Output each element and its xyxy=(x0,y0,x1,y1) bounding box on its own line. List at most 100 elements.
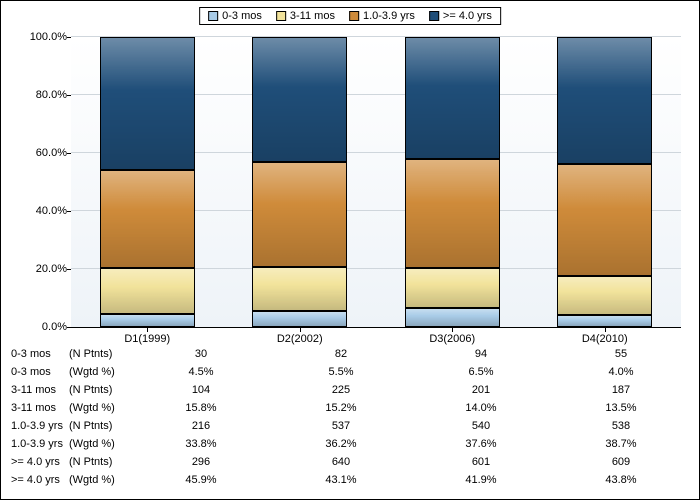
legend-item: 3-11 mos xyxy=(276,10,335,22)
row-label-b: (N Ptnts) xyxy=(63,420,131,432)
row-label-b: (N Ptnts) xyxy=(63,348,131,360)
cell: 33.8% xyxy=(131,438,271,450)
row-label-a: 0-3 mos xyxy=(11,348,63,360)
bar xyxy=(252,37,347,327)
row-label-a: >= 4.0 yrs xyxy=(11,456,63,468)
row-label: 3-11 mos (Wgtd %) xyxy=(11,402,131,414)
legend-item: >= 4.0 yrs xyxy=(429,10,492,22)
cell: 225 xyxy=(271,384,411,396)
row-label: 1.0-3.9 yrs (Wgtd %) xyxy=(11,438,131,450)
cell: 15.8% xyxy=(131,402,271,414)
row-label: >= 4.0 yrs (Wgtd %) xyxy=(11,474,131,486)
bar-segment xyxy=(557,37,652,164)
legend-item: 0-3 mos xyxy=(208,10,262,22)
cell: 104 xyxy=(131,384,271,396)
bar-segment xyxy=(100,170,195,268)
cell: 187 xyxy=(551,384,691,396)
cell: 36.2% xyxy=(271,438,411,450)
bar xyxy=(405,37,500,327)
row-label-a: 3-11 mos xyxy=(11,402,63,414)
table-row: >= 4.0 yrs (N Ptnts) 296 640 601 609 xyxy=(11,453,691,471)
row-label-a: 3-11 mos xyxy=(11,384,63,396)
row-label-b: (Wgtd %) xyxy=(63,402,131,414)
bar-segment xyxy=(252,311,347,327)
row-label-b: (Wgtd %) xyxy=(63,438,131,450)
legend-label: >= 4.0 yrs xyxy=(443,10,492,22)
data-table: 0-3 mos (N Ptnts) 30 82 94 55 0-3 mos (W… xyxy=(11,345,691,489)
cell: 14.0% xyxy=(411,402,551,414)
cell: 296 xyxy=(131,456,271,468)
legend-label: 0-3 mos xyxy=(222,10,262,22)
row-label-b: (Wgtd %) xyxy=(63,474,131,486)
x-tick-mark xyxy=(147,327,148,332)
row-cells: 4.5% 5.5% 6.5% 4.0% xyxy=(131,366,691,378)
row-cells: 296 640 601 609 xyxy=(131,456,691,468)
bar-segment xyxy=(100,37,195,170)
table-row: 1.0-3.9 yrs (N Ptnts) 216 537 540 538 xyxy=(11,417,691,435)
cell: 538 xyxy=(551,420,691,432)
y-tick-label: 60.0% xyxy=(36,147,67,159)
table-row: >= 4.0 yrs (Wgtd %) 45.9% 43.1% 41.9% 43… xyxy=(11,471,691,489)
bar-segment xyxy=(405,37,500,159)
table-row: 0-3 mos (Wgtd %) 4.5% 5.5% 6.5% 4.0% xyxy=(11,363,691,381)
legend-swatch xyxy=(429,11,439,21)
row-cells: 104 225 201 187 xyxy=(131,384,691,396)
cell: 82 xyxy=(271,348,411,360)
x-tick-label: D1(1999) xyxy=(124,333,170,345)
cell: 216 xyxy=(131,420,271,432)
cell: 601 xyxy=(411,456,551,468)
row-label-b: (Wgtd %) xyxy=(63,366,131,378)
row-label-a: 1.0-3.9 yrs xyxy=(11,420,63,432)
cell: 38.7% xyxy=(551,438,691,450)
row-label-a: 1.0-3.9 yrs xyxy=(11,438,63,450)
cell: 30 xyxy=(131,348,271,360)
legend-swatch xyxy=(208,11,218,21)
bar-segment xyxy=(405,308,500,327)
y-tick-label: 0.0% xyxy=(42,321,67,333)
cell: 640 xyxy=(271,456,411,468)
y-tick-label: 20.0% xyxy=(36,263,67,275)
cell: 4.0% xyxy=(551,366,691,378)
row-label-a: >= 4.0 yrs xyxy=(11,474,63,486)
table-row: 0-3 mos (N Ptnts) 30 82 94 55 xyxy=(11,345,691,363)
bar-segment xyxy=(557,276,652,315)
bar-segment xyxy=(557,164,652,276)
cell: 41.9% xyxy=(411,474,551,486)
cell: 13.5% xyxy=(551,402,691,414)
row-cells: 216 537 540 538 xyxy=(131,420,691,432)
cell: 4.5% xyxy=(131,366,271,378)
row-label-b: (N Ptnts) xyxy=(63,456,131,468)
x-tick-mark xyxy=(300,327,301,332)
row-label-b: (N Ptnts) xyxy=(63,384,131,396)
legend-label: 1.0-3.9 yrs xyxy=(363,10,415,22)
cell: 537 xyxy=(271,420,411,432)
cell: 94 xyxy=(411,348,551,360)
cell: 37.6% xyxy=(411,438,551,450)
x-tick-label: D4(2010) xyxy=(582,333,628,345)
cell: 201 xyxy=(411,384,551,396)
bar-segment xyxy=(405,159,500,268)
bar-segment xyxy=(252,162,347,267)
y-tick-label: 40.0% xyxy=(36,205,67,217)
legend-swatch xyxy=(276,11,286,21)
legend: 0-3 mos 3-11 mos 1.0-3.9 yrs >= 4.0 yrs xyxy=(199,7,501,25)
bar xyxy=(100,37,195,327)
bar-segment xyxy=(252,267,347,311)
row-label: 0-3 mos (N Ptnts) xyxy=(11,348,131,360)
row-label: 0-3 mos (Wgtd %) xyxy=(11,366,131,378)
y-tick-label: 100.0% xyxy=(30,31,67,43)
legend-label: 3-11 mos xyxy=(290,10,335,22)
plot-area: D1(1999) D2(2002) D3(2006) D4(2010) xyxy=(71,37,681,328)
cell: 6.5% xyxy=(411,366,551,378)
table-row: 3-11 mos (N Ptnts) 104 225 201 187 xyxy=(11,381,691,399)
table-row: 3-11 mos (Wgtd %) 15.8% 15.2% 14.0% 13.5… xyxy=(11,399,691,417)
y-axis: 0.0% 20.0% 40.0% 60.0% 80.0% 100.0% xyxy=(1,37,67,327)
table-row: 1.0-3.9 yrs (Wgtd %) 33.8% 36.2% 37.6% 3… xyxy=(11,435,691,453)
cell: 43.8% xyxy=(551,474,691,486)
cell: 5.5% xyxy=(271,366,411,378)
row-cells: 15.8% 15.2% 14.0% 13.5% xyxy=(131,402,691,414)
cell: 55 xyxy=(551,348,691,360)
bar-segment xyxy=(100,268,195,314)
bar-segment xyxy=(252,37,347,162)
bar xyxy=(557,37,652,327)
